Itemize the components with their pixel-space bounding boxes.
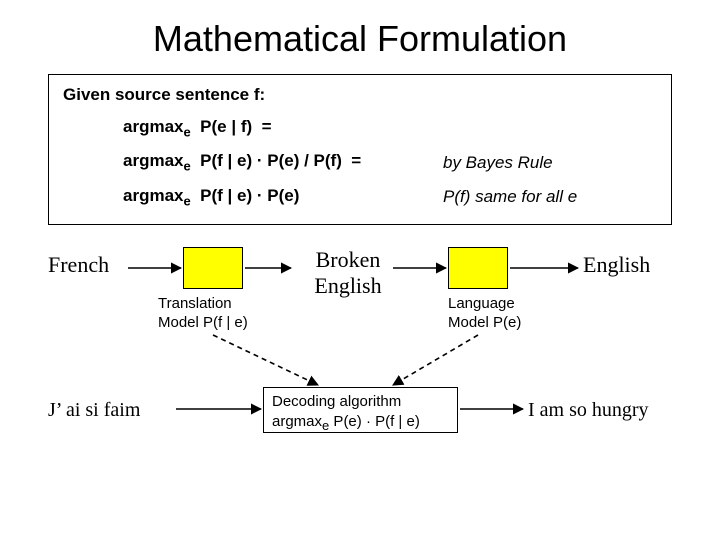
translation-model-box — [183, 247, 243, 289]
formula-box: Given source sentence f: argmaxe P(e | f… — [48, 74, 672, 225]
target-sentence: I am so hungry — [528, 399, 688, 427]
formula-given: Given source sentence f: — [63, 85, 657, 105]
diagram: French BrokenEnglish English Translation… — [48, 247, 672, 497]
formula-row: argmaxe P(f | e) · P(e)P(f) same for all… — [63, 186, 657, 208]
translation-model-caption: TranslationModel P(f | e) — [158, 295, 288, 335]
formula-lhs: argmaxe P(f | e) · P(e) / P(f) = — [123, 151, 443, 173]
formula-row: argmaxe P(f | e) · P(e) / P(f) =by Bayes… — [63, 151, 657, 173]
formula-rhs: by Bayes Rule — [443, 153, 553, 173]
page-title: Mathematical Formulation — [0, 0, 720, 74]
language-model-caption: LanguageModel P(e) — [448, 295, 568, 335]
decoding-box: Decoding algorithmargmaxe P(e) · P(f | e… — [263, 387, 458, 433]
formula-rhs: P(f) same for all e — [443, 187, 577, 207]
formula-row: argmaxe P(e | f) = — [63, 117, 657, 139]
source-sentence: J’ ai si faim — [48, 399, 188, 427]
formula-lhs: argmaxe P(f | e) · P(e) — [123, 186, 443, 208]
label-french: French — [48, 252, 128, 282]
label-broken-english: BrokenEnglish — [293, 247, 403, 297]
arrow — [213, 335, 318, 385]
language-model-box — [448, 247, 508, 289]
arrow — [393, 335, 478, 385]
formula-lhs: argmaxe P(e | f) = — [123, 117, 443, 139]
label-english: English — [583, 252, 673, 282]
